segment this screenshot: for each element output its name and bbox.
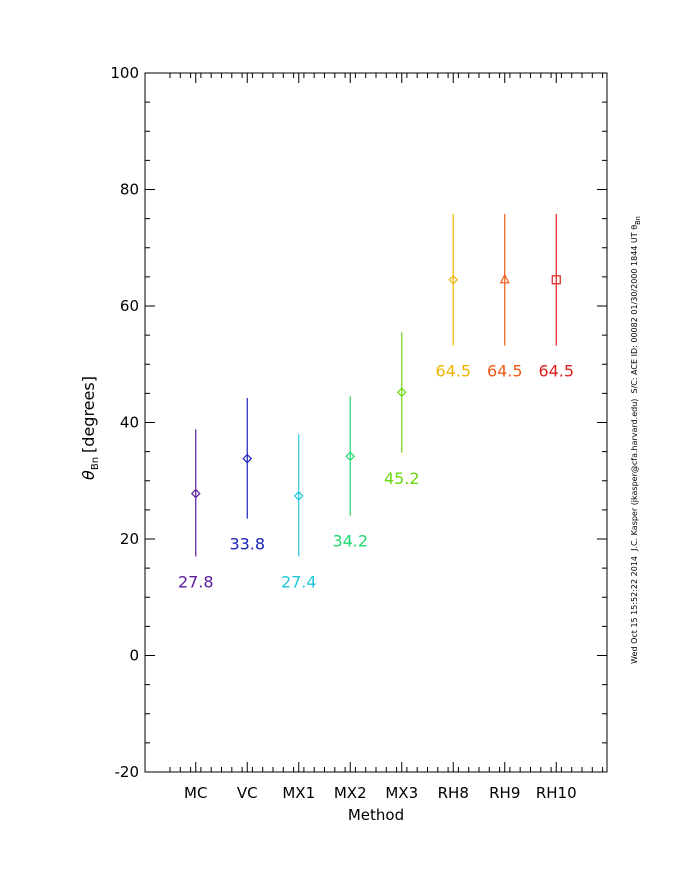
side-subscript: Bn [633,216,642,225]
y-tick-label: -20 [115,763,140,781]
data-point-diamond [448,274,459,285]
data-point-diamond [396,387,407,398]
svg-text:θBn[degrees]: θBn [degrees] [79,376,101,480]
data-point-diamond [345,451,356,462]
data-label: 34.2 [332,532,368,551]
data-label: 27.4 [281,572,317,591]
y-axis-unit: [degrees] [79,376,98,453]
y-axis-symbol: θ [79,470,98,480]
side-date: Wed Oct 15 15:52:22 2014 [630,555,640,664]
y-tick-label: 40 [120,414,139,432]
data-point-triangle [499,273,510,284]
x-tick-label: RH10 [536,784,577,802]
x-axis-title: Method [348,806,404,824]
data-point-diamond [190,488,201,499]
data-label: 27.8 [178,572,214,591]
data-label: 33.8 [229,535,265,554]
x-tick-label: MX2 [334,784,367,802]
y-axis-subscript: Bn [90,457,101,470]
y-tick-label: 80 [120,181,139,199]
data-label: 45.2 [384,469,420,488]
x-tick-label: MC [184,784,207,802]
data-label: 64.5 [435,362,471,381]
x-tick-label: RH8 [438,784,469,802]
x-tick-label: VC [237,784,258,802]
plot-frame [144,72,608,773]
y-axis-title: θBn [degrees] [79,376,101,480]
y-tick-label: 60 [120,297,139,315]
x-tick-label: RH9 [489,784,520,802]
data-point-square [551,275,561,285]
data-label: 64.5 [538,362,574,381]
axis-ticks: -20 0 20 40 60 80 100 MC VC MX1 MX2 MX3 RH8 RH9 RH10 [110,64,607,802]
y-tick-label: 0 [129,647,139,665]
x-tick-label: MX3 [385,784,418,802]
side-author: J.C. Kasper (jkasper@cfa.harvard.edu) [630,398,640,551]
side-spacecraft: S/C: ACE ID: 00082 01/30/2000 1844 UT θ [630,224,640,394]
data-point-diamond [293,491,304,501]
x-tick-label: MX1 [282,784,315,802]
plot-border [144,72,608,773]
y-tick-label: 20 [120,530,139,548]
data-points: 27.8 33.8 27.4 34.2 45.2 64.5 64.5 64.5 [178,213,574,591]
data-point-diamond [242,453,253,464]
y-tick-label: 100 [110,64,139,82]
data-label: 64.5 [487,362,523,381]
side-annotation: Wed Oct 15 15:52:22 2014 J.C. Kasper (jk… [630,216,642,664]
